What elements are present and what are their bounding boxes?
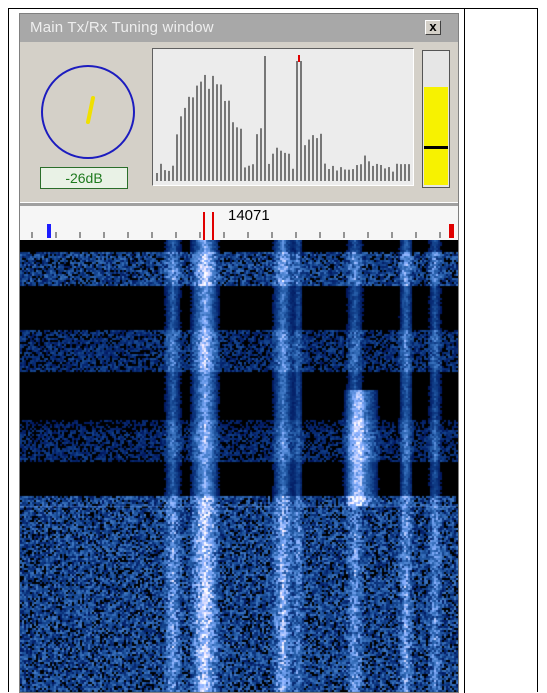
tuning-window: Main Tx/Rx Tuning window x -26dB: [19, 13, 459, 693]
marker-blue[interactable]: [47, 224, 51, 238]
rx-cursor-left[interactable]: [203, 212, 205, 240]
signal-meter-dial: [41, 65, 135, 159]
signal-level-text: -26dB: [65, 170, 103, 186]
panel-separator: [20, 202, 458, 206]
marker-red[interactable]: [449, 224, 454, 238]
signal-level-readout: -26dB: [40, 167, 128, 189]
window-title: Main Tx/Rx Tuning window: [30, 19, 214, 36]
page-frame: [8, 8, 538, 692]
divider-line: [464, 8, 465, 693]
frequency-scale[interactable]: 14071: [20, 206, 458, 240]
vu-meter: [422, 50, 450, 188]
waterfall-display[interactable]: [20, 240, 458, 692]
close-button[interactable]: x: [425, 20, 441, 35]
meter-panel: -26dB: [20, 42, 458, 204]
title-bar[interactable]: Main Tx/Rx Tuning window x: [20, 14, 458, 42]
vu-level-fill: [424, 87, 448, 185]
spectrum-display[interactable]: [152, 48, 414, 186]
rx-cursor-right[interactable]: [212, 212, 214, 240]
meter-needle: [86, 96, 95, 124]
vu-threshold-line: [424, 146, 448, 149]
close-icon: x: [429, 19, 437, 34]
frequency-label: 14071: [228, 207, 270, 224]
